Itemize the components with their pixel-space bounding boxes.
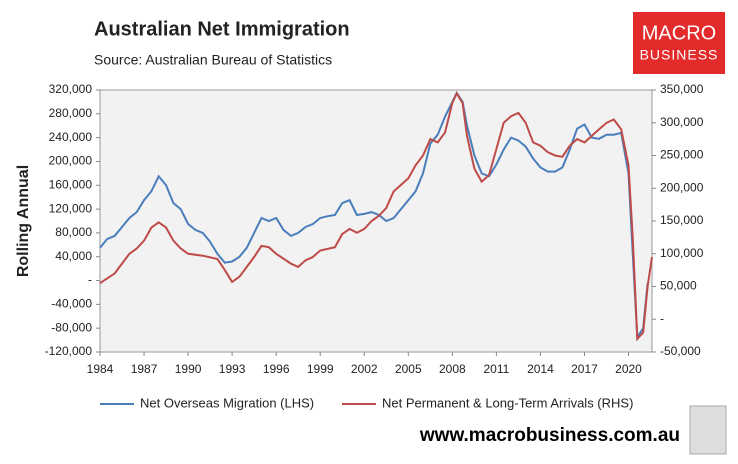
x-tick-label: 2014 — [527, 362, 554, 376]
y2-tick-label: 100,000 — [660, 246, 704, 260]
chart-title: Australian Net Immigration — [94, 18, 350, 40]
y2-tick-label: 50,000 — [660, 279, 697, 293]
series-line — [99, 91, 653, 342]
x-tick-label: 2008 — [439, 362, 466, 376]
x-tick-label: 1996 — [263, 362, 290, 376]
x-tick-label: 2002 — [351, 362, 378, 376]
legend-label: Net Permanent & Long-Term Arrivals (RHS) — [382, 395, 633, 410]
y-tick-label: 280,000 — [49, 106, 93, 120]
y-tick-label: -40,000 — [51, 297, 92, 311]
chart-subtitle: Source: Australian Bureau of Statistics — [94, 52, 332, 68]
y2-tick-label: 300,000 — [660, 115, 704, 129]
y2-tick-label: 150,000 — [660, 213, 704, 227]
x-tick-label: 1984 — [87, 362, 114, 376]
y-tick-label: 160,000 — [49, 177, 93, 191]
website: www.macrobusiness.com.au — [419, 425, 680, 446]
y2-tick-label: 200,000 — [660, 180, 704, 194]
y-tick-label: 200,000 — [49, 154, 93, 168]
series-line — [99, 90, 649, 341]
y-tick-label: 320,000 — [49, 82, 93, 96]
x-tick-label: 1987 — [131, 362, 158, 376]
y-tick-label: -80,000 — [51, 320, 92, 334]
y2-tick-label: - — [660, 311, 664, 325]
x-tick-label: 2011 — [483, 362, 509, 376]
x-tick-label: 2020 — [615, 362, 642, 376]
y2-tick-label: 350,000 — [660, 82, 704, 96]
y-tick-label: 240,000 — [49, 130, 93, 144]
y2-tick-label: -50,000 — [660, 344, 701, 358]
y-tick-label: -120,000 — [45, 344, 93, 358]
legend-label: Net Overseas Migration (LHS) — [140, 395, 314, 410]
y-tick-label: 40,000 — [55, 249, 92, 263]
logo-bottom: BUSINESS — [640, 47, 719, 63]
x-tick-label: 1993 — [219, 362, 246, 376]
x-tick-label: 1990 — [175, 362, 202, 376]
x-tick-label: 1999 — [307, 362, 334, 376]
y2-tick-label: 250,000 — [660, 148, 704, 162]
y-tick-label: 80,000 — [55, 225, 92, 239]
y-axis-label: Rolling Annual — [15, 165, 32, 277]
logo-top: MACRO — [642, 22, 716, 44]
y-tick-label: 120,000 — [49, 201, 93, 215]
x-tick-label: 2005 — [395, 362, 422, 376]
y-tick-label: - — [88, 273, 92, 287]
plot-area — [99, 89, 653, 353]
x-tick-label: 2017 — [571, 362, 598, 376]
wolf-icon — [689, 405, 727, 455]
logo — [633, 12, 725, 74]
